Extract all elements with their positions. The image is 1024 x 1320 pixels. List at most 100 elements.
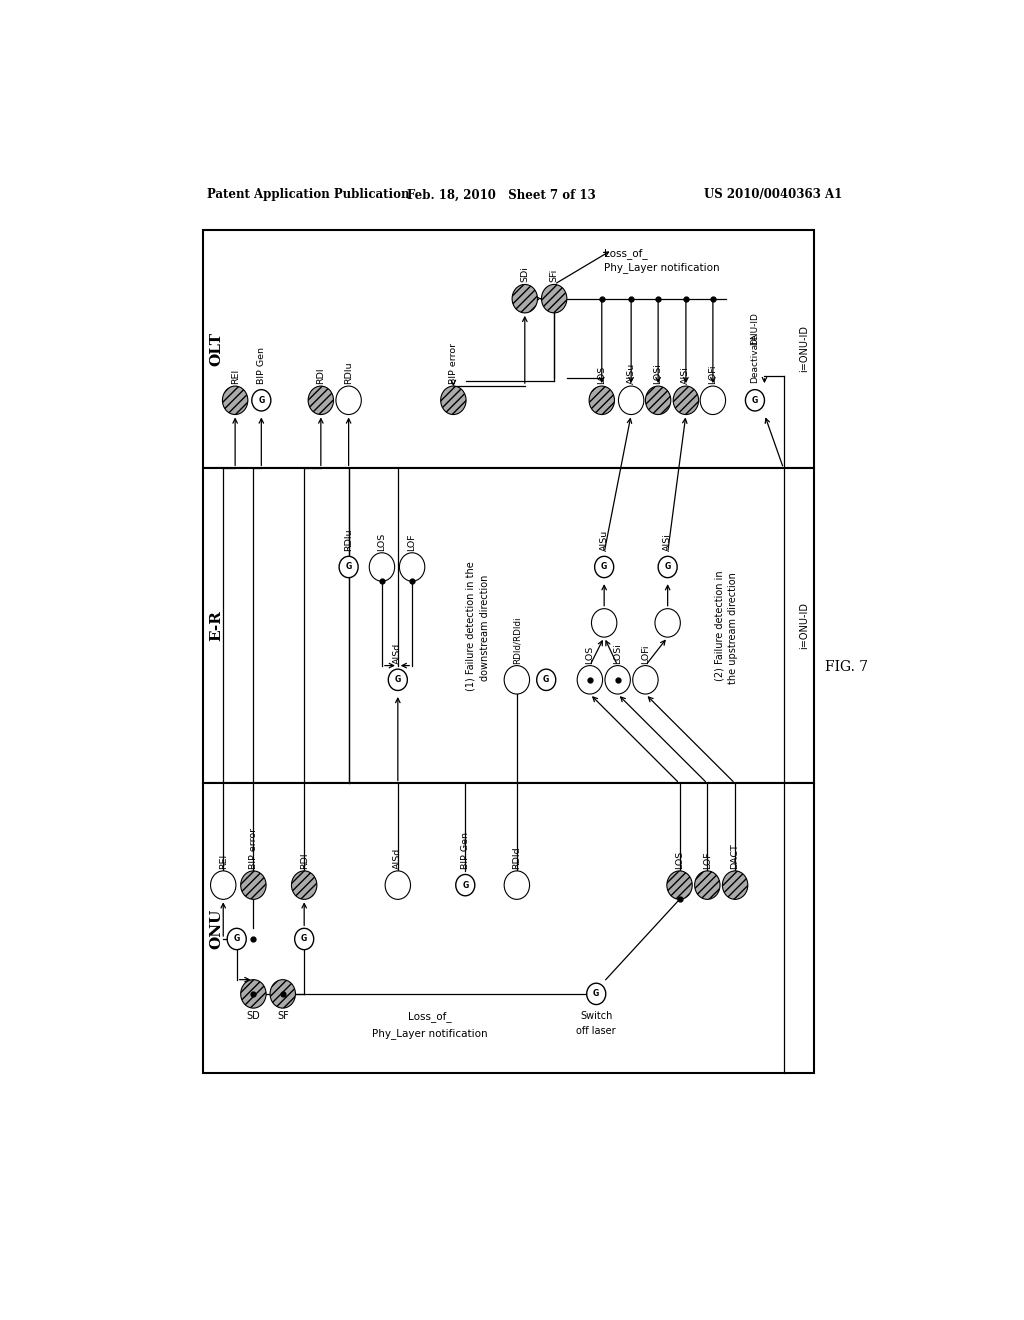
Text: G: G [301,935,307,944]
Text: the upstream direction: the upstream direction [728,572,737,684]
Text: G: G [258,396,264,405]
Text: BIP Gen: BIP Gen [461,832,470,869]
Text: RDId: RDId [512,846,521,869]
Ellipse shape [339,556,358,578]
Text: Patent Application Publication: Patent Application Publication [207,189,410,202]
Ellipse shape [270,979,296,1008]
Text: G: G [345,562,352,572]
Text: AISd: AISd [393,847,402,869]
Text: AISu: AISu [600,529,608,550]
Ellipse shape [456,874,475,896]
Text: G: G [665,562,671,572]
Ellipse shape [537,669,556,690]
Text: E-R: E-R [209,611,223,642]
Ellipse shape [633,665,658,694]
Ellipse shape [542,284,567,313]
Ellipse shape [667,871,692,899]
Text: G: G [543,676,549,684]
Text: LOS: LOS [586,645,594,664]
Text: (2) Failure detection in: (2) Failure detection in [714,570,724,681]
Text: ONU: ONU [209,908,223,949]
Text: DNU-ID: DNU-ID [751,313,760,346]
Text: G: G [394,676,401,684]
Text: G: G [752,396,758,405]
Ellipse shape [618,385,644,414]
Ellipse shape [694,871,720,899]
Ellipse shape [578,665,602,694]
Text: RDIu: RDIu [344,362,353,384]
Ellipse shape [241,979,266,1008]
Text: downstream direction: downstream direction [480,574,490,681]
Ellipse shape [655,609,680,638]
Ellipse shape [504,871,529,899]
Text: LOS: LOS [675,850,684,869]
Text: (1) Failure detection in the: (1) Failure detection in the [466,561,476,690]
Text: RDI: RDI [316,367,326,384]
Ellipse shape [605,665,631,694]
Text: Feb. 18, 2010   Sheet 7 of 13: Feb. 18, 2010 Sheet 7 of 13 [407,189,595,202]
Text: BIP error: BIP error [449,343,458,384]
Text: US 2010/0040363 A1: US 2010/0040363 A1 [703,189,842,202]
Ellipse shape [645,385,671,414]
Text: SFi: SFi [550,269,559,282]
Text: off laser: off laser [577,1027,616,1036]
Bar [204,784,814,1073]
Ellipse shape [388,669,408,690]
Text: LOFi: LOFi [709,364,718,384]
Text: SF: SF [276,1011,289,1022]
Bar [204,469,814,784]
Text: SDi: SDi [520,267,529,282]
Text: BIP Gen: BIP Gen [257,347,266,384]
Text: Loss_of_: Loss_of_ [604,248,648,259]
Text: OLT: OLT [209,331,223,366]
Ellipse shape [399,553,425,581]
Text: Loss_of_: Loss_of_ [408,1011,452,1022]
Ellipse shape [222,385,248,414]
Text: LOS: LOS [597,366,606,384]
Text: Deactivate: Deactivate [751,334,760,383]
Text: G: G [593,990,599,998]
Ellipse shape [673,385,698,414]
Text: LOF: LOF [408,533,417,550]
Text: Phy_Layer notification: Phy_Layer notification [604,263,720,273]
Text: SD: SD [247,1011,260,1022]
Text: LOS: LOS [378,532,386,550]
Ellipse shape [252,389,270,411]
Text: i=ONU-ID: i=ONU-ID [799,602,809,649]
Ellipse shape [370,553,394,581]
Text: RDId/RDIdi: RDId/RDIdi [512,616,521,664]
Text: G: G [601,562,607,572]
Text: Phy_Layer notification: Phy_Layer notification [372,1028,487,1039]
Ellipse shape [336,385,361,414]
Text: RDI: RDI [300,853,308,869]
Ellipse shape [211,871,236,899]
Ellipse shape [700,385,726,414]
Text: REI: REI [219,854,227,869]
Ellipse shape [592,609,616,638]
Text: Switch: Switch [580,1011,612,1022]
Text: BIP error: BIP error [249,828,258,869]
Text: i=ONU-ID: i=ONU-ID [799,326,809,372]
Text: LOF: LOF [702,851,712,869]
Ellipse shape [504,665,529,694]
Text: REI: REI [230,368,240,384]
Text: DACT: DACT [730,843,739,869]
Ellipse shape [385,871,411,899]
Ellipse shape [587,983,606,1005]
Text: AISu: AISu [627,363,636,384]
Text: AISd: AISd [393,643,402,664]
Ellipse shape [658,556,677,578]
Text: LOFi: LOFi [641,644,650,664]
Ellipse shape [227,928,246,949]
Ellipse shape [295,928,313,949]
Text: RDIu: RDIu [344,528,353,550]
Text: G: G [462,880,468,890]
Text: AISi: AISi [664,533,672,550]
Text: AISi: AISi [681,366,690,384]
Bar [204,230,814,469]
Ellipse shape [589,385,614,414]
Text: LOSi: LOSi [613,643,623,664]
Text: FIG. 7: FIG. 7 [824,660,867,673]
Ellipse shape [722,871,748,899]
Ellipse shape [241,871,266,899]
